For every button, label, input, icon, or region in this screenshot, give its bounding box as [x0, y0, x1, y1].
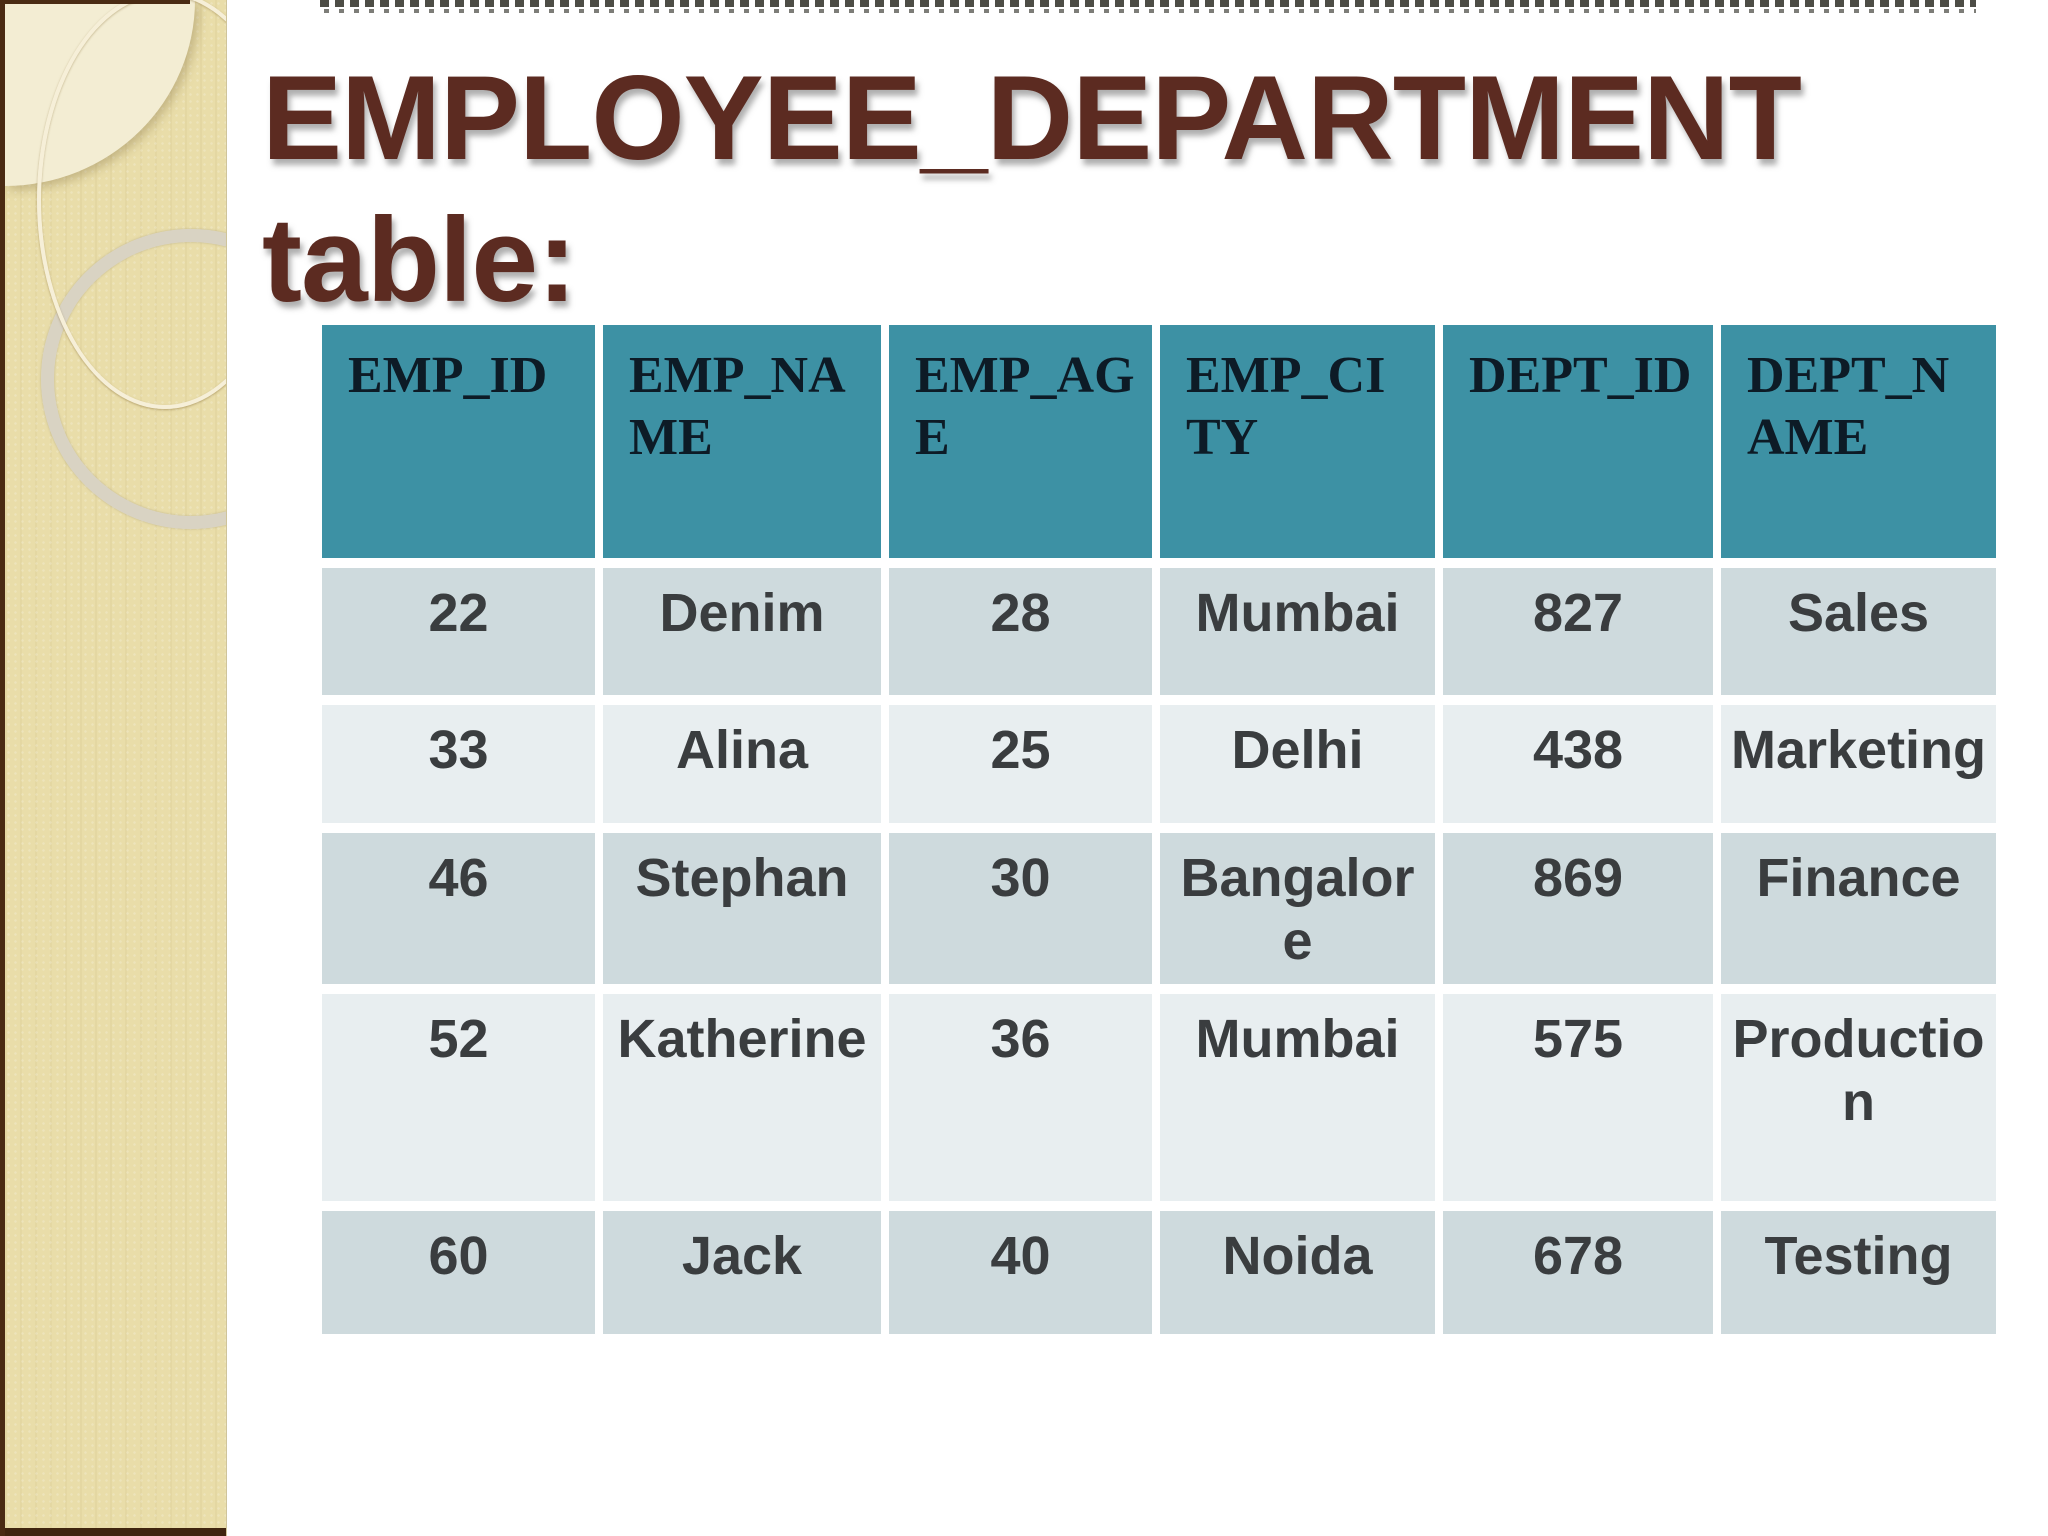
table-cell: 827: [1443, 568, 1713, 695]
sidebar-frame-bottom: [5, 1528, 226, 1536]
column-header-emp-city: EMP_CI TY: [1160, 325, 1435, 558]
employee-department-table: EMP_ID EMP_NA ME EMP_AG E EMP_CI TY DEPT…: [322, 325, 1996, 1334]
table-cell: Marketing: [1721, 705, 1996, 823]
column-header-emp-age: EMP_AG E: [889, 325, 1152, 558]
table-cell: 28: [889, 568, 1152, 695]
table-cell: Mumbai: [1160, 568, 1435, 695]
table-cell: 22: [322, 568, 595, 695]
table-cell: 36: [889, 994, 1152, 1201]
sidebar-frame-top: [5, 0, 190, 4]
table-cell: 678: [1443, 1211, 1713, 1334]
table-cell: Sales: [1721, 568, 1996, 695]
top-edge-dashed-pattern: [320, 0, 1976, 13]
table-cell: 46: [322, 833, 595, 984]
decorative-sidebar: [0, 0, 227, 1536]
table-cell: Denim: [603, 568, 881, 695]
table-cell: Noida: [1160, 1211, 1435, 1334]
table-cell: Stephan: [603, 833, 881, 984]
table-cell: 575: [1443, 994, 1713, 1201]
table-cell: Finance: [1721, 833, 1996, 984]
table-cell: Alina: [603, 705, 881, 823]
table-cell: 869: [1443, 833, 1713, 984]
table-cell: Delhi: [1160, 705, 1435, 823]
table-cell: Testing: [1721, 1211, 1996, 1334]
table-cell: 25: [889, 705, 1152, 823]
table-cell: 438: [1443, 705, 1713, 823]
table-cell: Bangalor e: [1160, 833, 1435, 984]
table-cell: 40: [889, 1211, 1152, 1334]
table-cell: 60: [322, 1211, 595, 1334]
table-cell: 52: [322, 994, 595, 1201]
column-header-dept-id: DEPT_ID: [1443, 325, 1713, 558]
table-cell: Productio n: [1721, 994, 1996, 1201]
column-header-emp-id: EMP_ID: [322, 325, 595, 558]
table-cell: Mumbai: [1160, 994, 1435, 1201]
table-cell: 30: [889, 833, 1152, 984]
column-header-dept-name: DEPT_N AME: [1721, 325, 1996, 558]
column-header-emp-name: EMP_NA ME: [603, 325, 881, 558]
table-cell: 33: [322, 705, 595, 823]
table-cell: Jack: [603, 1211, 881, 1334]
table-cell: Katherine: [603, 994, 881, 1201]
slide-title: EMPLOYEE_DEPARTMENT table:: [262, 51, 1802, 327]
